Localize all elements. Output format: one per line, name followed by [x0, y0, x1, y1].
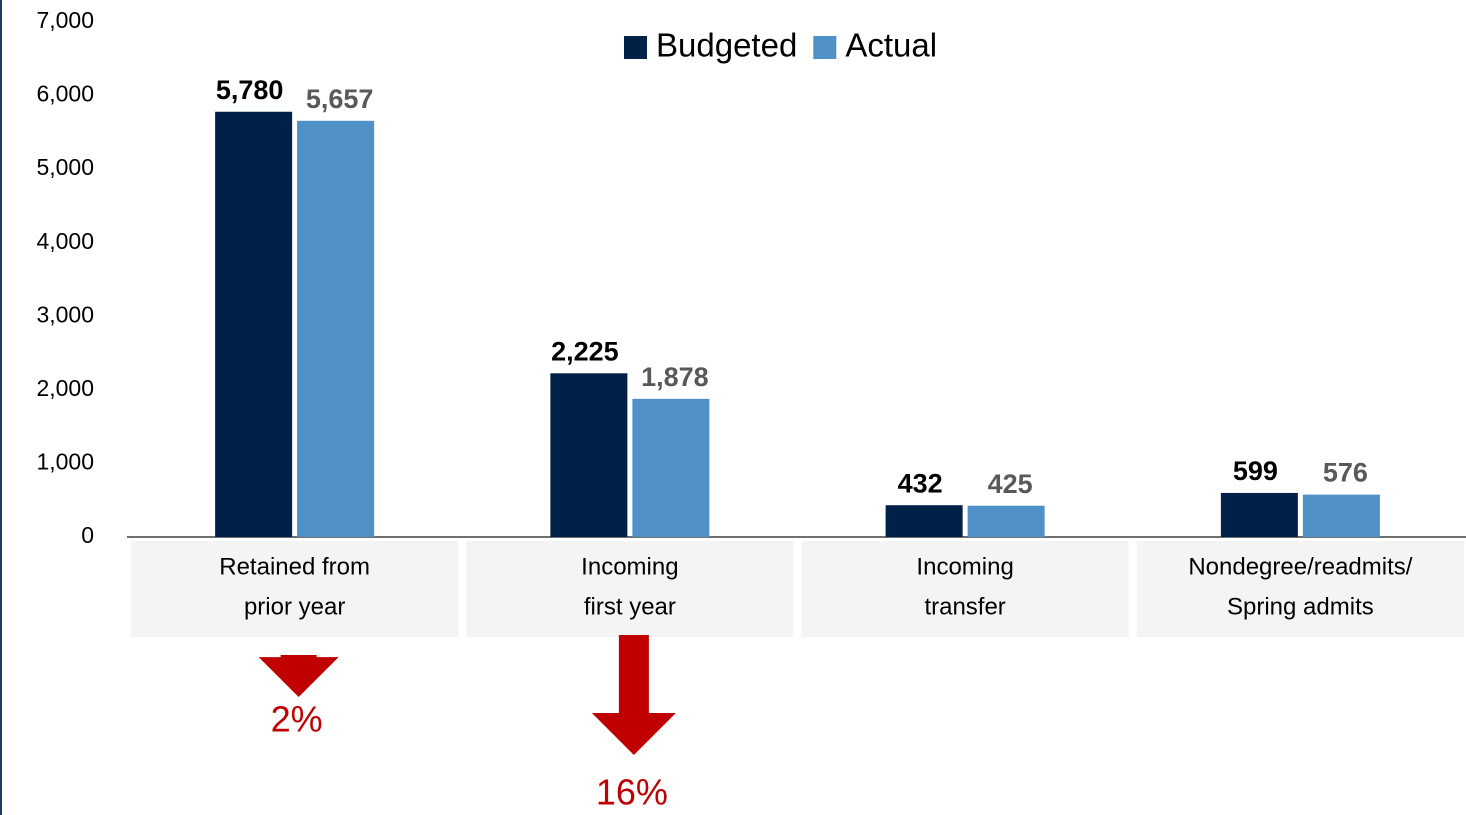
- legend-label: Actual: [845, 27, 937, 64]
- category-label-bg: [466, 541, 794, 637]
- bar: [885, 505, 963, 537]
- y-tick-label: 5,000: [36, 154, 94, 180]
- x-tick-label: Nondegree/readmits/: [1188, 553, 1412, 580]
- data-label: 5,780: [216, 75, 284, 105]
- y-tick-label: 0: [81, 522, 94, 548]
- x-tick-label: prior year: [244, 593, 345, 620]
- x-tick-label: Spring admits: [1227, 593, 1374, 620]
- legend-label: Budgeted: [656, 27, 797, 64]
- data-label: 2,225: [551, 336, 619, 366]
- data-label: 599: [1233, 456, 1278, 486]
- data-label: 5,657: [306, 84, 374, 114]
- down-arrow: [258, 655, 339, 697]
- bar: [1220, 492, 1298, 537]
- y-tick-label: 4,000: [36, 228, 94, 254]
- y-tick-label: 1,000: [36, 449, 94, 475]
- y-tick-label: 7,000: [36, 7, 94, 33]
- bar: [215, 111, 293, 537]
- down-arrow: [591, 635, 676, 755]
- bar: [297, 120, 375, 537]
- legend-swatch: [624, 36, 647, 59]
- data-label: 576: [1323, 458, 1368, 488]
- annotation: 2%: [271, 699, 323, 740]
- bar: [967, 505, 1045, 537]
- category-label-bg: [801, 541, 1129, 637]
- x-tick-label: first year: [584, 593, 676, 620]
- y-tick-label: 6,000: [36, 81, 94, 107]
- y-tick-label: 2,000: [36, 375, 94, 401]
- annotation: 16%: [596, 772, 668, 813]
- category-label-bg: [131, 541, 459, 637]
- x-tick-label: Incoming: [916, 553, 1013, 580]
- data-label: 1,878: [641, 362, 709, 392]
- x-tick-label: Incoming: [581, 553, 678, 580]
- data-label: 432: [898, 468, 943, 498]
- x-tick-label: Retained from: [219, 553, 370, 580]
- bar: [1302, 494, 1380, 537]
- x-tick-label: transfer: [924, 593, 1005, 620]
- category-label-bg: [1136, 541, 1464, 637]
- data-label: 425: [988, 469, 1033, 499]
- bar: [550, 373, 628, 537]
- y-tick-label: 3,000: [36, 301, 94, 327]
- legend-swatch: [813, 36, 837, 59]
- bar: [632, 398, 710, 537]
